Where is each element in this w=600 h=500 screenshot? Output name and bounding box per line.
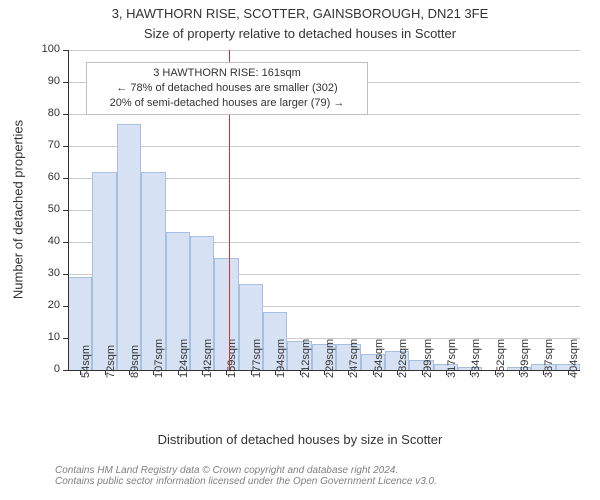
axis-spine-bottom: [68, 370, 580, 371]
xtick-label: 247sqm: [342, 378, 354, 433]
xtick-label: 159sqm: [220, 378, 232, 433]
xtick-label: 89sqm: [123, 378, 135, 433]
xtick-label: 352sqm: [489, 378, 501, 433]
xtick-label: 72sqm: [99, 378, 111, 433]
xtick-label: 194sqm: [269, 378, 281, 433]
xtick-label: 282sqm: [391, 378, 403, 433]
xtick-label: 369sqm: [513, 378, 525, 433]
xtick-label: 212sqm: [294, 378, 306, 433]
xtick-label: 142sqm: [196, 378, 208, 433]
annotation-box: 3 HAWTHORN RISE: 161sqm← 78% of detached…: [86, 62, 368, 115]
xtick-label: 124sqm: [172, 378, 184, 433]
ytick-label: 40: [0, 235, 60, 247]
xtick-label: 404sqm: [562, 378, 574, 433]
xtick-label: 229sqm: [318, 378, 330, 433]
ytick-label: 90: [0, 75, 60, 87]
ytick-label: 30: [0, 267, 60, 279]
y-axis-label: Number of detached properties: [11, 100, 26, 320]
xtick-label: 317sqm: [440, 378, 452, 433]
histogram-bar: [117, 124, 141, 370]
xtick-label: 387sqm: [537, 378, 549, 433]
gridline-y: [68, 146, 580, 147]
ytick-label: 0: [0, 363, 60, 375]
xtick-label: 54sqm: [74, 378, 86, 433]
ytick-label: 80: [0, 107, 60, 119]
ytick-label: 70: [0, 139, 60, 151]
ytick-label: 20: [0, 299, 60, 311]
footer-attribution: Contains HM Land Registry data © Crown c…: [55, 465, 437, 487]
xtick-label: 264sqm: [367, 378, 379, 433]
ytick-label: 10: [0, 331, 60, 343]
xtick-label: 177sqm: [245, 378, 257, 433]
chart-title-line1: 3, HAWTHORN RISE, SCOTTER, GAINSBOROUGH,…: [0, 6, 600, 21]
ytick-label: 100: [0, 43, 60, 55]
xtick-label: 107sqm: [147, 378, 159, 433]
ytick-label: 50: [0, 203, 60, 215]
histogram-bar: [92, 172, 116, 370]
xtick-label: 334sqm: [464, 378, 476, 433]
chart-title-line2: Size of property relative to detached ho…: [0, 26, 600, 41]
axis-spine-left: [68, 50, 69, 370]
ytick-label: 60: [0, 171, 60, 183]
gridline-y: [68, 50, 580, 51]
x-axis-label: Distribution of detached houses by size …: [0, 432, 600, 447]
xtick-label: 299sqm: [416, 378, 428, 433]
